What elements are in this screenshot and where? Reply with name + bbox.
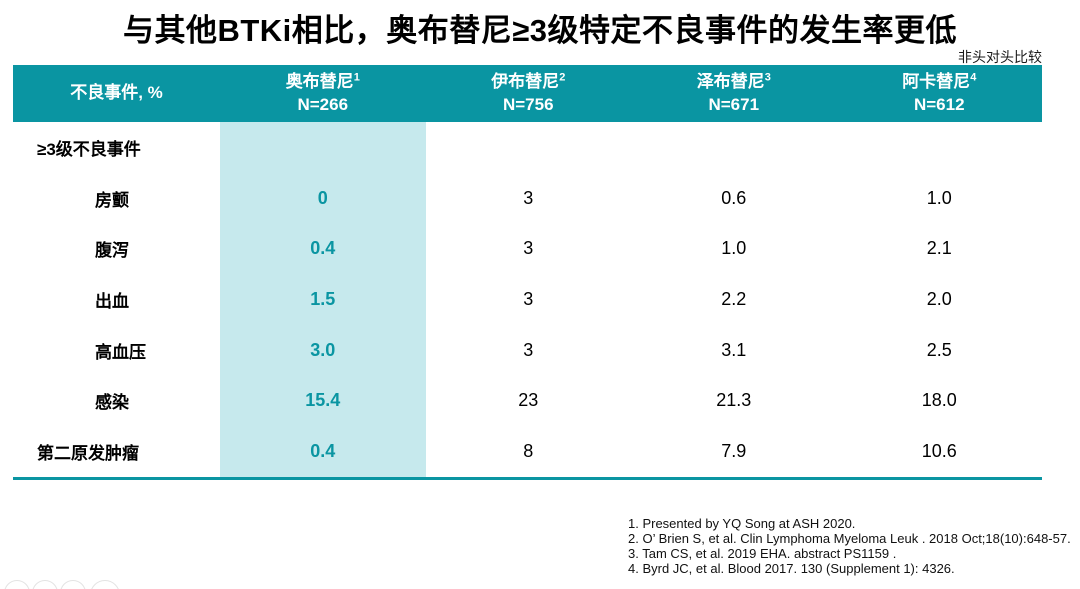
section-label: ≥3级不良事件: [37, 139, 141, 159]
footnote-2: 2. O’ Brien S, et al. Clin Lymphoma Myel…: [628, 531, 1071, 546]
footnotes: 1. Presented by YQ Song at ASH 2020. 2. …: [628, 516, 1071, 576]
watermark-circle-icon: [4, 580, 30, 589]
cell-ibrutinib: 3: [523, 238, 534, 259]
table-row-hypertension: 高血压 3.0 3 3.1 2.5: [13, 324, 1042, 376]
cell-zanubrutinib: [631, 122, 837, 173]
cell-zanubrutinib: 21.3: [716, 390, 752, 411]
cell-acalabrutinib: 2.0: [926, 288, 952, 309]
drug-name: 泽布替尼3: [696, 71, 771, 92]
footnote-3: 3. Tam CS, et al. 2019 EHA. abstract PS1…: [628, 546, 897, 561]
row-label: 出血: [95, 291, 129, 311]
column-header-acalabrutinib: 阿卡替尼4 N=612: [837, 65, 1043, 122]
footnote-ref: 1: [353, 71, 360, 84]
table-row-infection: 感染 15.4 23 21.3 18.0: [13, 375, 1042, 427]
row-label: 腹泻: [95, 241, 129, 261]
sample-size: N=266: [297, 94, 349, 114]
footnote-ref: 3: [764, 71, 771, 84]
column-header-label: 不良事件, %: [70, 83, 163, 103]
column-header-zanubrutinib: 泽布替尼3 N=671: [631, 65, 837, 122]
cell-zanubrutinib: 2.2: [721, 288, 747, 309]
cell-zanubrutinib: 1.0: [721, 238, 747, 259]
cell-acalabrutinib: 10.6: [921, 440, 957, 461]
table-header-row: 不良事件, % 奥布替尼1 N=266 伊布替尼2 N=756 泽布替尼3 N=…: [13, 65, 1042, 122]
table-row-hemorrhage: 出血 1.5 3 2.2 2.0: [13, 274, 1042, 325]
watermark-circle-icon: [60, 580, 86, 589]
table-row-diarrhea: 腹泻 0.4 3 1.0 2.1: [13, 223, 1042, 275]
row-label: 高血压: [95, 342, 146, 362]
footnote-4: 4. Byrd JC, et al. Blood 2017. 130 (Supp…: [628, 561, 955, 576]
footnote-ref: 4: [970, 71, 977, 84]
cell-acalabrutinib: 2.5: [926, 339, 952, 360]
column-header-adverse-event: 不良事件, %: [13, 65, 220, 122]
drug-name: 奥布替尼1: [285, 71, 360, 92]
table-body: ≥3级不良事件 房颤 0 3 0.6 1.0 腹泻 0.4 3 1.0 2.1: [13, 122, 1042, 480]
cell-ibrutinib: 8: [523, 440, 534, 461]
cell-orelabrutinib: 3.0: [220, 324, 426, 376]
cell-acalabrutinib: 18.0: [921, 390, 957, 411]
adverse-events-table: 不良事件, % 奥布替尼1 N=266 伊布替尼2 N=756 泽布替尼3 N=…: [13, 65, 1042, 480]
cell-acalabrutinib: [837, 122, 1043, 173]
column-header-orelabrutinib: 奥布替尼1 N=266: [220, 65, 426, 122]
sample-size: N=612: [913, 94, 965, 114]
cell-orelabrutinib: [220, 122, 426, 173]
cell-acalabrutinib: 2.1: [926, 238, 952, 259]
footnote-1: 1. Presented by YQ Song at ASH 2020.: [628, 516, 856, 531]
cell-ibrutinib: 3: [523, 288, 534, 309]
table-section-row: ≥3级不良事件: [13, 122, 1042, 173]
watermark-circle-icon: [32, 580, 58, 589]
comparison-disclaimer-note: 非头对头比较: [958, 49, 1042, 65]
row-label: 第二原发肿瘤: [37, 443, 139, 463]
cell-orelabrutinib: 0.4: [220, 426, 426, 477]
watermark-circle-icon: [90, 580, 120, 589]
drug-name: 伊布替尼2: [491, 71, 566, 92]
cell-orelabrutinib: 1.5: [220, 274, 426, 325]
table-row-atrial-fibrillation: 房颤 0 3 0.6 1.0: [13, 172, 1042, 224]
sample-size: N=756: [502, 94, 554, 114]
footnote-ref: 2: [559, 71, 566, 84]
cell-ibrutinib: 23: [518, 390, 539, 411]
row-label: 感染: [95, 393, 129, 413]
column-header-ibrutinib: 伊布替尼2 N=756: [426, 65, 632, 122]
page-title: 与其他BTKi相比，奥布替尼≥3级特定不良事件的发生率更低: [122, 13, 958, 48]
cell-ibrutinib: 3: [523, 339, 534, 360]
table-row-second-primary-malignancy: 第二原发肿瘤 0.4 8 7.9 10.6: [13, 426, 1042, 477]
cell-acalabrutinib: 1.0: [926, 187, 952, 208]
cell-orelabrutinib: 0.4: [220, 223, 426, 275]
row-label: 房颤: [95, 190, 129, 210]
drug-name: 阿卡替尼4: [902, 71, 977, 92]
cell-orelabrutinib: 0: [220, 172, 426, 224]
sample-size: N=671: [708, 94, 760, 114]
cell-orelabrutinib: 15.4: [220, 375, 426, 427]
cell-ibrutinib: 3: [523, 187, 534, 208]
cell-zanubrutinib: 3.1: [721, 339, 747, 360]
cell-ibrutinib: [426, 122, 632, 173]
cell-zanubrutinib: 7.9: [721, 440, 747, 461]
cell-zanubrutinib: 0.6: [721, 187, 747, 208]
